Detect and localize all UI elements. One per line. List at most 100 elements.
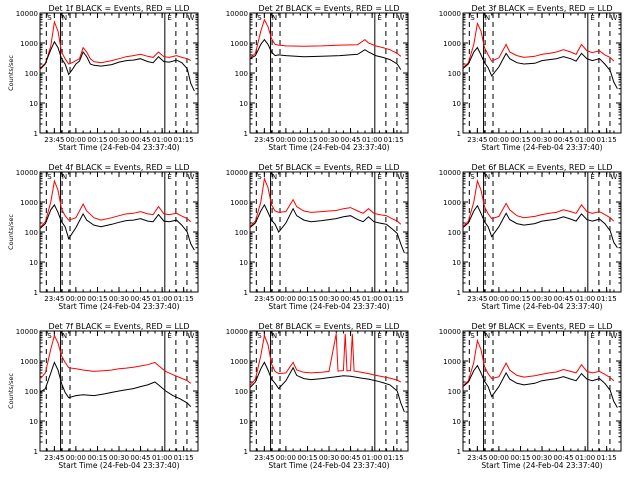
y-tick-label: 1000 [443, 199, 461, 207]
x-tick-label: 23:45 [254, 136, 274, 144]
top-marker-label: S [257, 14, 262, 22]
x-tick-label: 00:00 [66, 136, 86, 144]
events-series-line [39, 203, 195, 251]
y-tick-label: 100 [448, 70, 461, 78]
top-marker-label: W [397, 14, 404, 22]
plot-frame [462, 12, 622, 134]
x-tick-label: 01:00 [362, 295, 382, 303]
chart-title: Det 1f BLACK = Events, RED = LLD [48, 4, 189, 13]
y-tick-label: 10000 [439, 328, 461, 336]
y-tick-label: 1000 [20, 40, 38, 48]
x-tick-label: 23:45 [467, 136, 487, 144]
y-tick-label: 1 [457, 289, 461, 297]
x-tick-label: 00:00 [66, 295, 86, 303]
lld-series-line [39, 20, 192, 70]
plot-frame [39, 12, 199, 134]
top-marker-label: S [470, 173, 475, 181]
plot-frame [462, 330, 622, 452]
y-tick-label: 10 [29, 418, 38, 426]
y-tick-label: 1000 [443, 358, 461, 366]
top-marker-label: E [377, 14, 381, 22]
top-marker-label: E [167, 332, 171, 340]
y-tick-label: 10000 [439, 10, 461, 18]
lld-series-line [39, 179, 192, 228]
y-axis-label: Counts/sec [7, 373, 15, 409]
y-tick-label: 100 [448, 229, 461, 237]
x-tick-label: 23:45 [467, 295, 487, 303]
panel-det-5: 1 10 100 1000 10000 23:45 00:00 00:15 00:30 00:45… [226, 163, 409, 311]
y-tick-label: 1000 [443, 40, 461, 48]
top-marker-label: N [272, 14, 277, 22]
x-axis-label: Start Time (24-Feb-04 23:37:40) [58, 461, 179, 470]
chart-title: Det 6f BLACK = Events, RED = LLD [471, 163, 612, 172]
y-tick-label: 1000 [20, 358, 38, 366]
x-tick-label: 01:00 [152, 295, 172, 303]
y-tick-label: 1 [34, 130, 38, 138]
x-tick-label: 00:00 [489, 136, 509, 144]
top-marker-label: E [377, 332, 381, 340]
y-tick-label: 1 [244, 289, 248, 297]
plot-frame [249, 171, 409, 293]
x-tick-label: 00:45 [340, 295, 360, 303]
lld-series-line [249, 18, 402, 59]
y-tick-label: 1 [457, 130, 461, 138]
chart-title: Det 9f BLACK = Events, RED = LLD [471, 322, 612, 331]
top-marker-label: W [187, 14, 194, 22]
x-axis-label: Start Time (24-Feb-04 23:37:40) [268, 302, 389, 311]
y-axis-label: Counts/sec [7, 55, 15, 91]
top-marker-label: S [257, 173, 262, 181]
y-tick-label: 1000 [20, 199, 38, 207]
top-marker-label: S [47, 14, 52, 22]
x-axis-label: Start Time (24-Feb-04 23:37:40) [268, 461, 389, 470]
x-tick-label: 23:45 [254, 295, 274, 303]
x-tick-label: 00:15 [87, 454, 107, 462]
x-tick-label: 01:15 [597, 295, 617, 303]
top-marker-label: N [485, 14, 490, 22]
events-series-line [462, 364, 618, 408]
events-series-line [249, 203, 405, 254]
panel-det-3: 1 10 100 1000 10000 23:45 00:00 00:15 00:30 00:45… [439, 4, 622, 152]
y-tick-label: 100 [235, 229, 248, 237]
x-tick-label: 01:00 [152, 454, 172, 462]
top-marker-label: N [62, 14, 67, 22]
top-marker-label: S [47, 173, 52, 181]
x-tick-label: 00:00 [489, 454, 509, 462]
events-series-line [249, 361, 405, 413]
top-marker-label: W [187, 173, 194, 181]
top-marker-label: E [167, 14, 171, 22]
events-series-line [249, 38, 402, 70]
x-tick-label: 00:30 [532, 136, 552, 144]
y-tick-label: 10000 [226, 328, 248, 336]
panel-det-1: 1 10 100 1000 10000 23:45 00:00 00:15 00:30 00:45… [7, 4, 199, 152]
x-tick-label: 01:00 [362, 454, 382, 462]
y-axis-label: Counts/sec [7, 214, 15, 250]
top-marker-label: N [62, 173, 67, 181]
y-tick-label: 10000 [16, 10, 38, 18]
y-tick-label: 100 [25, 229, 38, 237]
x-tick-label: 00:30 [319, 454, 339, 462]
x-tick-label: 01:15 [384, 454, 404, 462]
x-tick-label: 01:15 [384, 295, 404, 303]
y-tick-label: 1 [34, 289, 38, 297]
x-tick-label: 00:00 [489, 295, 509, 303]
lld-series-line [249, 333, 402, 387]
x-tick-label: 01:15 [174, 454, 194, 462]
x-tick-label: 00:30 [109, 295, 129, 303]
y-tick-label: 10 [239, 100, 248, 108]
chart-title: Det 2f BLACK = Events, RED = LLD [258, 4, 399, 13]
chart-title: Det 8f BLACK = Events, RED = LLD [258, 322, 399, 331]
x-tick-label: 00:45 [553, 454, 573, 462]
x-tick-label: 23:45 [44, 295, 64, 303]
chart-title: Det 3f BLACK = Events, RED = LLD [471, 4, 612, 13]
y-tick-label: 10000 [226, 10, 248, 18]
chart-title: Det 4f BLACK = Events, RED = LLD [48, 163, 189, 172]
y-tick-label: 10000 [226, 169, 248, 177]
y-tick-label: 10 [452, 418, 461, 426]
y-tick-label: 100 [25, 70, 38, 78]
x-tick-label: 00:00 [276, 136, 296, 144]
y-tick-label: 1 [34, 448, 38, 456]
x-tick-label: 00:15 [510, 454, 530, 462]
y-tick-label: 10 [29, 259, 38, 267]
x-tick-label: 01:00 [575, 136, 595, 144]
top-marker-label: N [485, 173, 490, 181]
